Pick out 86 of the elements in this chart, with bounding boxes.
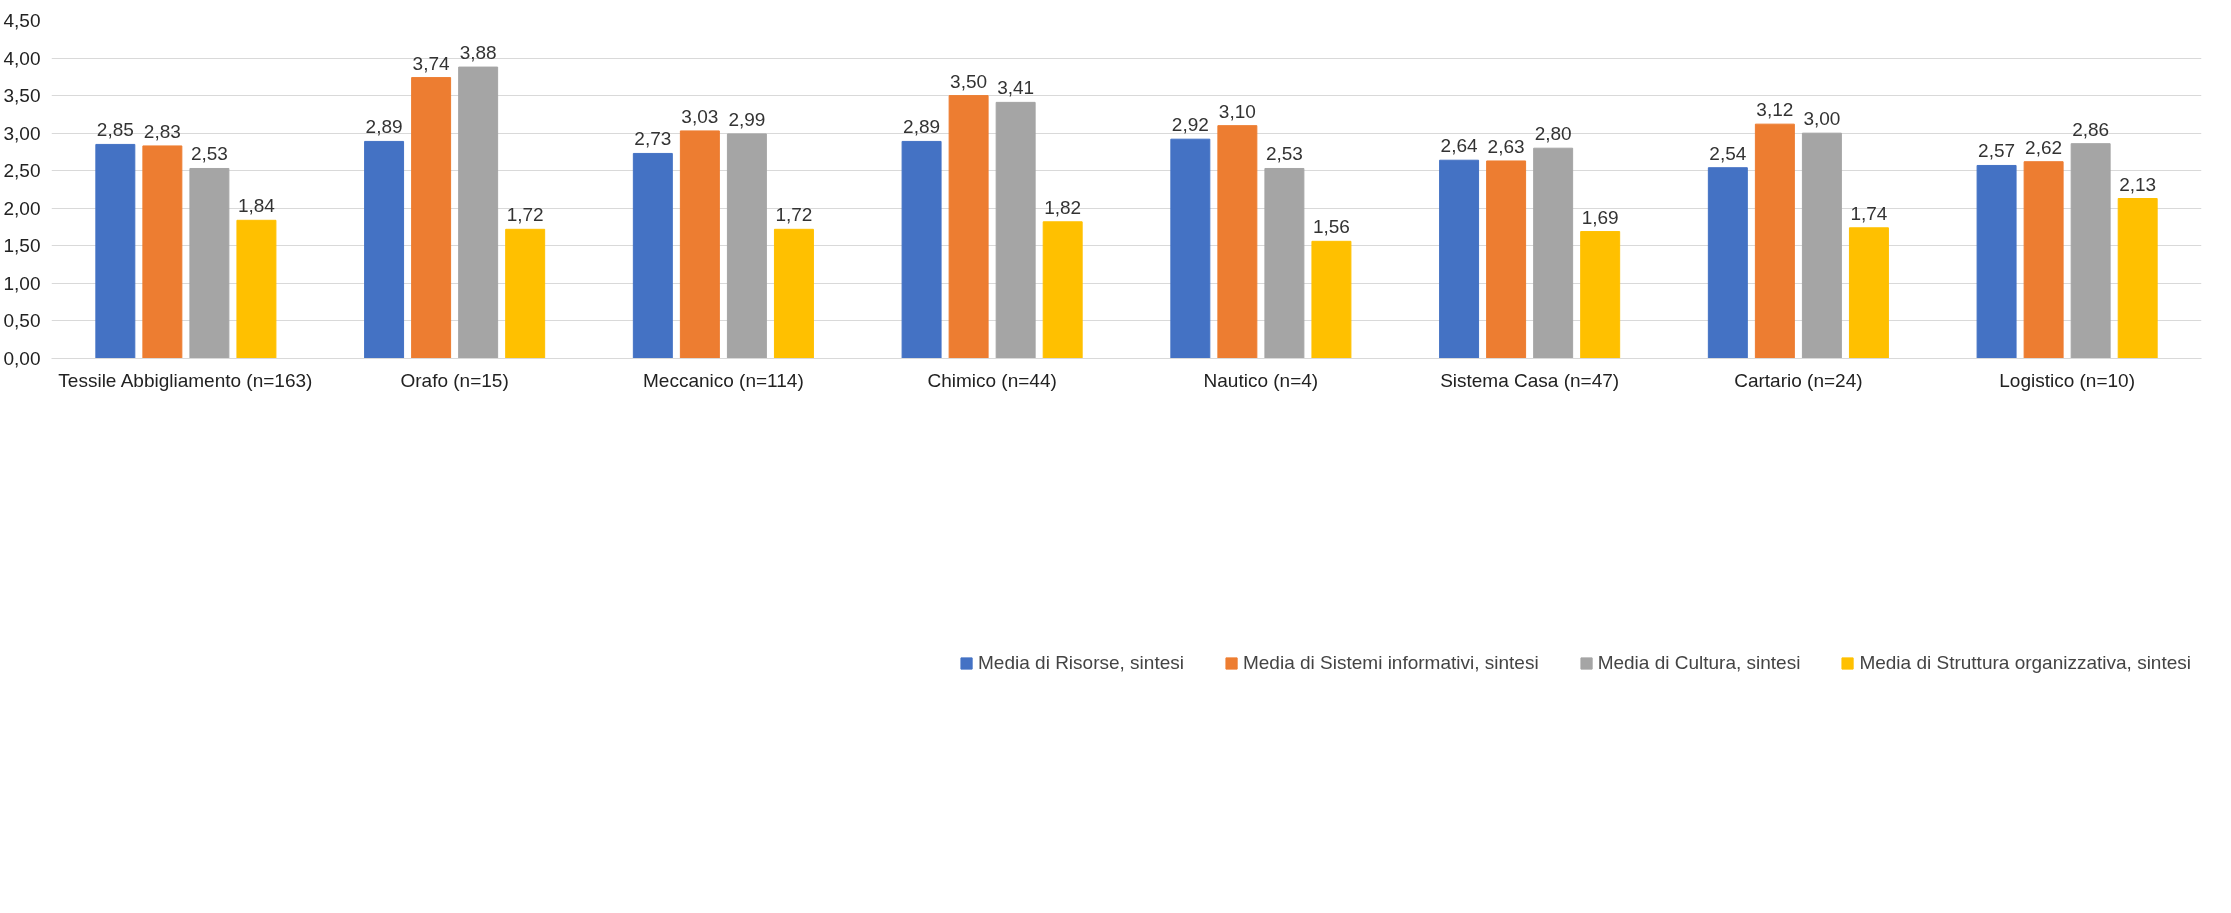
y-tick-label: 0,00: [3, 348, 41, 369]
bar: [2117, 198, 2158, 359]
bar: [1580, 231, 1621, 359]
data-label: 1,69: [1581, 206, 1619, 228]
legend-label: Media di Struttura organizzativa, sintesi: [1859, 652, 2191, 674]
data-label: 2,80: [1534, 123, 1572, 145]
x-tick-label: Chimico (n=44): [927, 369, 1057, 391]
bar: [364, 140, 405, 359]
bar: [1264, 167, 1305, 359]
x-tick-label: Sistema Casa (n=47): [1440, 369, 1620, 391]
data-label: 1,56: [1312, 216, 1350, 238]
bar: [1170, 138, 1211, 359]
data-label: 2,63: [1487, 135, 1525, 157]
bar: [632, 152, 673, 359]
bar: [1217, 125, 1258, 359]
data-label: 2,53: [190, 143, 228, 165]
bar: [773, 228, 814, 359]
legend-label: Media di Risorse, sintesi: [978, 652, 1184, 674]
x-tick-label: Logistico (n=10): [1999, 369, 2135, 391]
data-label: 3,12: [1756, 99, 1794, 121]
data-label: 3,88: [459, 42, 497, 64]
bar: [1533, 147, 1574, 359]
legend-label: Media di Sistemi informativi, sintesi: [1242, 652, 1539, 674]
x-tick-label: Cartario (n=24): [1734, 369, 1863, 391]
y-tick-label: 3,50: [3, 85, 41, 107]
bar: [2070, 143, 2111, 359]
bar: [411, 77, 452, 359]
data-label: 1,84: [237, 195, 276, 217]
data-label: 3,10: [1218, 100, 1256, 122]
bar: [95, 143, 136, 359]
bar: [505, 228, 546, 359]
x-tick-label: Orafo (n=15): [400, 369, 509, 391]
data-label: 3,50: [950, 70, 988, 92]
data-label: 3,41: [997, 77, 1035, 99]
y-tick-label: 0,50: [3, 310, 41, 332]
data-label: 2,92: [1171, 114, 1209, 136]
y-tick-label: 1,00: [3, 272, 41, 294]
data-label: 3,74: [412, 52, 451, 74]
bar: [1042, 221, 1083, 359]
x-tick-label: Tessile Abbigliamento (n=163): [58, 369, 313, 391]
data-label: 2,99: [728, 108, 766, 130]
bar: [236, 219, 277, 359]
y-tick-label: 1,50: [3, 235, 41, 257]
bar: [458, 66, 499, 359]
legend-label: Media di Cultura, sintesi: [1597, 652, 1801, 674]
bar: [1486, 160, 1527, 359]
y-tick-label: 2,00: [3, 197, 41, 219]
data-label: 2,89: [365, 116, 403, 138]
bar: [995, 101, 1036, 359]
data-label: 2,73: [634, 128, 672, 150]
y-tick-label: 4,00: [3, 47, 41, 69]
bar: [948, 95, 989, 359]
data-label: 2,89: [903, 116, 941, 138]
bar: [1311, 240, 1352, 359]
data-label: 2,86: [2072, 118, 2110, 140]
bar: [726, 133, 767, 359]
bar: [189, 167, 230, 359]
bar: [679, 130, 720, 359]
data-label: 1,74: [1850, 202, 1888, 224]
data-label: 2,53: [1265, 143, 1303, 165]
data-label: 2,62: [2025, 136, 2063, 158]
bar: [1707, 167, 1748, 359]
bar: [2023, 161, 2064, 359]
bar: [1848, 227, 1889, 359]
data-label: 2,85: [96, 119, 134, 141]
bar: [1439, 159, 1480, 359]
bar: [1801, 132, 1842, 359]
data-label: 1,82: [1044, 196, 1082, 218]
data-label: 2,64: [1440, 135, 1478, 157]
bar: [1754, 123, 1795, 359]
data-label: 3,03: [681, 105, 719, 127]
y-tick-label: 2,50: [3, 160, 41, 182]
bar: [901, 140, 942, 359]
data-label: 2,83: [143, 120, 181, 142]
data-label: 1,72: [506, 204, 544, 226]
x-tick-label: Meccanico (n=114): [643, 369, 804, 391]
y-tick-label: 3,00: [3, 122, 41, 144]
data-label: 1,72: [775, 204, 813, 226]
data-label: 2,13: [2119, 173, 2157, 195]
bar: [142, 145, 183, 359]
data-label: 2,54: [1709, 142, 1747, 164]
data-label: 2,57: [1978, 140, 2016, 162]
x-tick-label: Nautico (n=4): [1203, 369, 1319, 391]
bar: [1976, 164, 2017, 359]
data-label: 3,00: [1803, 108, 1841, 130]
y-tick-label: 4,50: [3, 10, 41, 31]
